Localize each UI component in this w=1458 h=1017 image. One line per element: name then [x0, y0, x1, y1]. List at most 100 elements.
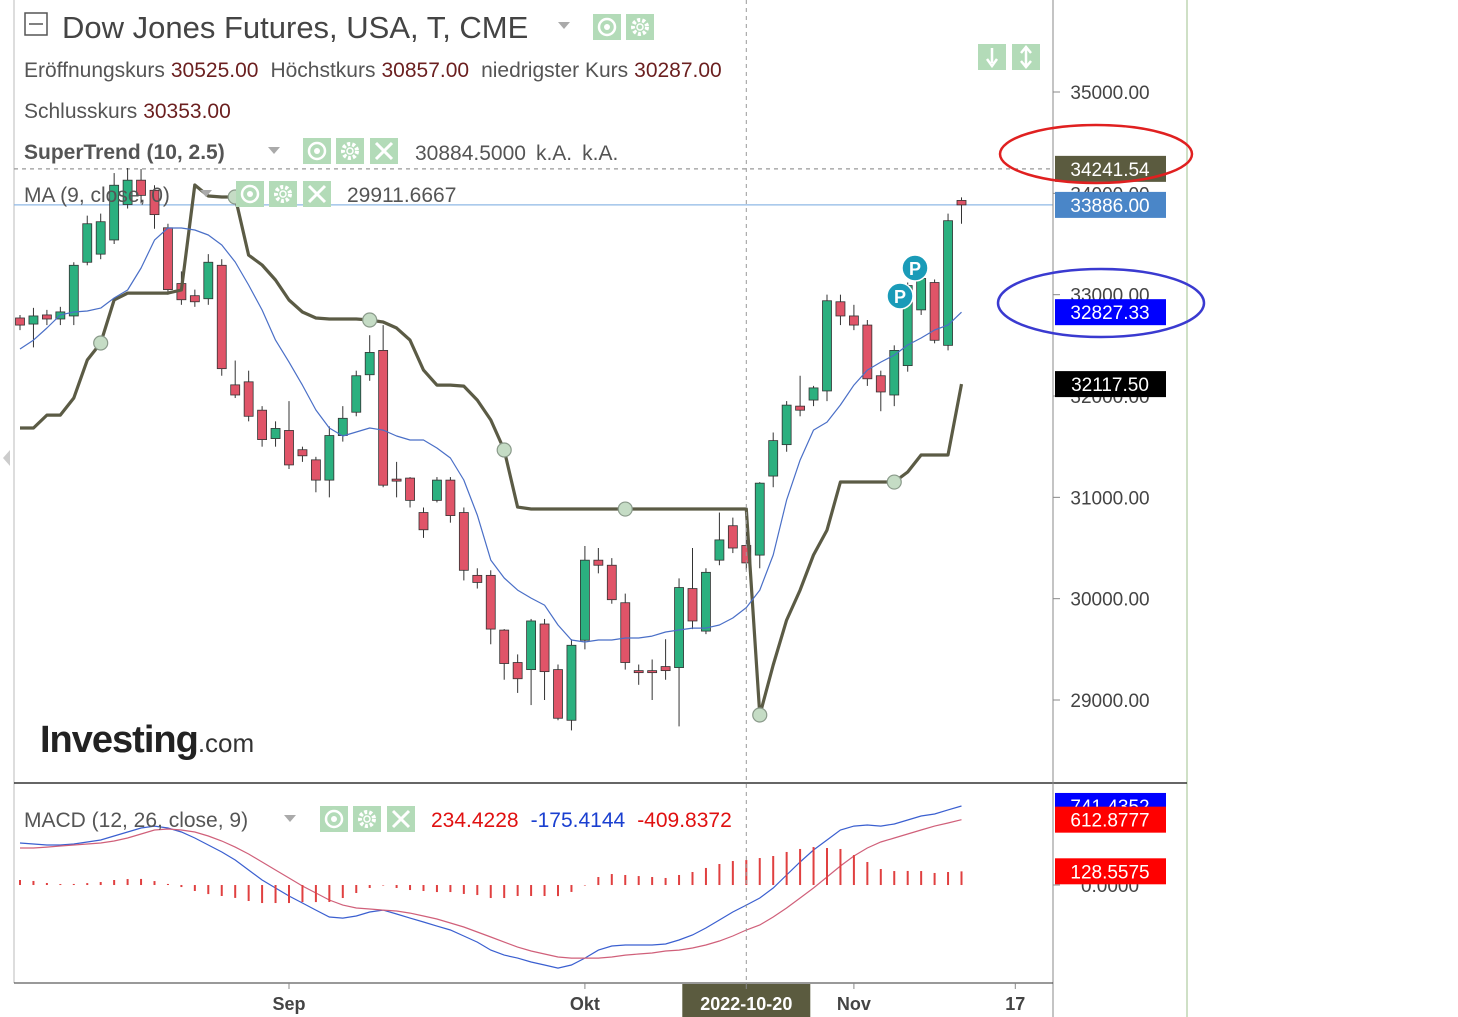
- histogram-bar: [368, 885, 371, 888]
- y-tick-label: 35000.00: [1070, 83, 1149, 104]
- icon-glyph: [597, 17, 617, 37]
- candle-body: [28, 315, 39, 325]
- legend-value: -409.8372: [637, 809, 732, 832]
- annotation-ellipse: [996, 267, 1206, 339]
- candle-body: [337, 417, 348, 436]
- candle-body: [754, 482, 765, 556]
- collapse-icon[interactable]: [24, 12, 48, 36]
- event-marker[interactable]: [886, 282, 914, 310]
- candle-body: [149, 189, 160, 216]
- y-tick-label: 29000.00: [1070, 691, 1149, 712]
- dropdown-arrow[interactable]: [268, 147, 280, 154]
- price-label-bg: [1055, 299, 1166, 326]
- indicator-line: [20, 183, 964, 717]
- candle-body: [485, 574, 496, 630]
- legend-value: k.A.: [536, 142, 572, 165]
- dropdown-arrow[interactable]: [200, 190, 212, 197]
- candle-body: [391, 478, 402, 482]
- icon-glyph: [279, 190, 287, 198]
- ohlc-value: 30287.00: [634, 59, 722, 82]
- dropdown-arrow[interactable]: [284, 815, 296, 822]
- candle-body: [364, 352, 375, 376]
- icon-glyph: [314, 148, 320, 154]
- scroll-handle[interactable]: [3, 450, 10, 466]
- histogram-bar: [785, 851, 788, 886]
- candle-body: [82, 223, 93, 263]
- candle-body: [432, 479, 442, 501]
- price-label: 612.8777: [1070, 811, 1149, 832]
- histogram-bar: [314, 885, 317, 903]
- histogram-bar: [879, 869, 882, 886]
- candle-body: [580, 559, 590, 641]
- candle-body: [122, 179, 133, 205]
- ohlc-line-2: Schlusskurs 30353.00: [24, 100, 231, 123]
- candle-body: [566, 644, 577, 721]
- candle-body: [405, 477, 415, 501]
- histogram-bar: [651, 877, 654, 886]
- icon-glyph: [307, 141, 327, 161]
- histogram-bar: [516, 885, 519, 896]
- ma-value: 29911.6667: [347, 184, 456, 207]
- legend-value: 30884.5000: [415, 142, 526, 165]
- icon-glyph: [631, 18, 649, 36]
- y-tick-label: 31000.00: [1070, 488, 1149, 509]
- icon-glyph: [341, 142, 359, 160]
- candle-body: [795, 405, 805, 411]
- histogram-bar: [288, 885, 290, 904]
- candle-body: [714, 539, 725, 561]
- icon-glyph: [358, 810, 376, 828]
- x-tick-label: Sep: [272, 994, 305, 1014]
- price-label-bg: [1055, 191, 1166, 218]
- candle-body: [781, 404, 792, 446]
- crosshair-x-label-bg: [682, 984, 811, 1017]
- histogram-bar: [395, 885, 398, 888]
- histogram-bar: [220, 885, 223, 896]
- histogram-bar: [193, 885, 196, 891]
- histogram-bar: [476, 885, 479, 896]
- histogram-bar: [947, 872, 950, 886]
- candle-body: [943, 220, 953, 346]
- histogram-bar: [718, 864, 721, 886]
- legend-value: 234.4228: [431, 809, 519, 832]
- dropdown-arrow[interactable]: [558, 22, 570, 29]
- histogram-bar: [180, 885, 183, 888]
- histogram-bar: [583, 885, 586, 886]
- trend-flip-marker: [93, 335, 109, 351]
- histogram-bar: [422, 885, 425, 891]
- candle-body: [324, 435, 335, 481]
- legend-value: k.A.: [582, 142, 618, 165]
- histogram-bar: [866, 861, 869, 886]
- candle-body: [687, 588, 698, 622]
- histogram-bar: [355, 885, 358, 894]
- price-label: 34241.54: [1070, 160, 1150, 181]
- candle-body: [956, 200, 967, 206]
- event-marker[interactable]: [901, 254, 929, 282]
- histogram-bar: [852, 855, 855, 886]
- icon-glyph: [307, 184, 327, 204]
- histogram-bar: [624, 874, 627, 886]
- supertrend-values: 30884.5000 k.A. k.A.: [415, 142, 618, 165]
- toolbar-icons: [236, 14, 1040, 832]
- price-plot: [14, 168, 1053, 731]
- histogram-bar: [637, 876, 640, 886]
- candle-body: [889, 350, 900, 396]
- candle-body: [418, 512, 429, 531]
- histogram-bar: [207, 885, 210, 895]
- candle-body: [351, 375, 362, 413]
- candle-body: [472, 574, 483, 583]
- histogram-bar: [301, 885, 304, 903]
- supertrend-legend: SuperTrend (10, 2.5): [24, 141, 225, 164]
- histogram-bar: [933, 872, 936, 886]
- candle-body: [633, 670, 644, 674]
- watermark-brand: Investing: [40, 719, 198, 761]
- candle-body: [660, 666, 671, 672]
- histogram-bar: [610, 874, 613, 886]
- candle-body: [284, 430, 294, 466]
- histogram-bar: [543, 885, 546, 896]
- event-marker-label: P: [909, 259, 921, 279]
- ohlc-value: 30353.00: [143, 100, 231, 123]
- histogram-bar: [19, 880, 21, 886]
- candle-body: [42, 314, 52, 320]
